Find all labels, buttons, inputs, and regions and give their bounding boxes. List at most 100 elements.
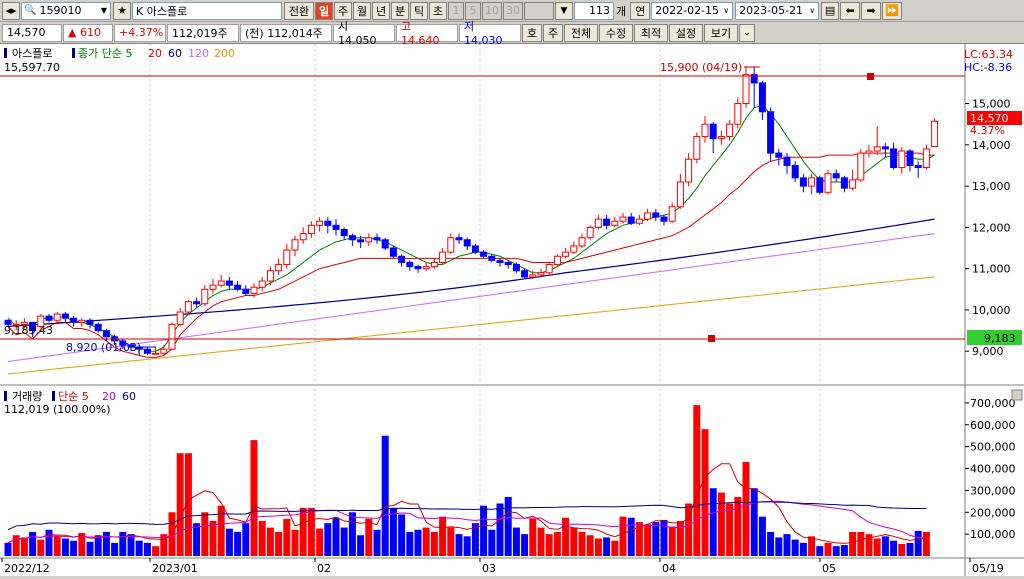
candle-body xyxy=(430,261,438,268)
candle-body xyxy=(570,245,578,253)
volume-bar xyxy=(767,531,775,556)
volume-bar xyxy=(808,536,816,556)
code-type-button[interactable]: ◂▸ xyxy=(2,1,20,20)
volume-legend: 거래량 단순 5 20 60 112,019 (100.00%) xyxy=(4,390,136,416)
interval-10-button[interactable]: 10 xyxy=(482,1,502,20)
date-tick-label: 04 xyxy=(662,562,676,575)
volume-bar xyxy=(176,453,184,556)
top-left-value: 15,597.70 xyxy=(4,61,60,74)
arrow-right-icon[interactable]: ➡ xyxy=(861,1,882,20)
candle-body xyxy=(808,177,816,187)
interval-5-button[interactable]: 5 xyxy=(465,1,481,20)
count-field[interactable]: 113 xyxy=(574,1,614,20)
candle-body xyxy=(94,323,102,332)
candle-body xyxy=(488,255,496,261)
volume-bar xyxy=(365,518,373,556)
legend-vol-ma60: 60 xyxy=(122,390,136,403)
volume-bar xyxy=(160,534,168,556)
candle-body xyxy=(176,311,184,325)
candle-body xyxy=(283,249,291,266)
volume-bar xyxy=(201,512,209,556)
candle-body xyxy=(45,315,53,321)
volume-moving-averages xyxy=(7,463,927,544)
high-price: 고 14,640 xyxy=(396,20,458,47)
interval-30-button[interactable]: 30 xyxy=(503,1,523,20)
favorite-star-button[interactable]: ★ xyxy=(113,1,131,20)
candle-body xyxy=(660,216,668,222)
candle-body xyxy=(480,251,488,257)
candle-body xyxy=(201,288,209,305)
volume-bar xyxy=(430,531,438,556)
expand-icon[interactable]: ⌄ xyxy=(739,23,755,42)
legend-ma120: 120 xyxy=(188,47,209,60)
date-tick-label: 2023/01 xyxy=(152,562,198,575)
convert-button[interactable]: 전환 xyxy=(284,1,314,20)
view-all-button[interactable]: 전체 xyxy=(564,23,598,42)
chart-area[interactable]: 15,000 14,000 13,000 12,000 11,000 10,000 9,00… xyxy=(0,44,1024,576)
volume-bar xyxy=(324,523,332,556)
legend-title: 아스플로 xyxy=(12,47,52,60)
candle-body xyxy=(340,228,348,237)
volume-tick-label: 100,000 xyxy=(970,528,1016,541)
price-tick-label: 14,000 xyxy=(972,139,1011,152)
interval-1-button[interactable]: 1 xyxy=(448,1,464,20)
open-price: 시 14,050 xyxy=(333,20,395,47)
view-button[interactable]: 보기 xyxy=(704,23,738,42)
settings-button[interactable]: 설정 xyxy=(669,23,703,42)
period-tab-week[interactable]: 주 xyxy=(334,1,352,20)
candle-body xyxy=(102,330,110,338)
ma60-line xyxy=(7,218,935,328)
volume-bar xyxy=(258,521,266,556)
order-book-button[interactable]: 호 xyxy=(522,23,542,42)
candle-body xyxy=(906,150,914,166)
chevron-down-icon[interactable]: ∨ xyxy=(809,6,816,15)
volume-bar xyxy=(750,488,758,556)
interval-custom-field[interactable] xyxy=(524,1,554,20)
count-down-arrow-icon[interactable]: ▼ xyxy=(555,1,573,20)
volume-bar xyxy=(512,527,520,556)
volume-bar xyxy=(275,531,283,556)
volume-bar xyxy=(635,522,643,556)
optimize-button[interactable]: 최적 xyxy=(634,23,668,42)
volume-bar xyxy=(61,538,69,556)
candle-body xyxy=(12,323,20,326)
period-tab-minute[interactable]: 분 xyxy=(391,1,409,20)
date-from-field[interactable]: 2022-02-15 ∨ xyxy=(651,1,734,20)
stock-code-field[interactable]: 🔍 159010 ▼ xyxy=(21,1,111,20)
volume-bar xyxy=(78,533,86,556)
ma20-line xyxy=(7,152,935,358)
period-tab-month[interactable]: 월 xyxy=(353,1,371,20)
volume-bar xyxy=(389,507,397,556)
period-tab-tick[interactable]: 틱 xyxy=(410,1,428,20)
dropdown-arrow-icon[interactable]: ▼ xyxy=(100,6,107,15)
date-to-field[interactable]: 2023-05-21 ∨ xyxy=(735,1,820,20)
quote-bar: 14,570 ▲ 610 +4.37% 112,019주 (전) 112,014… xyxy=(0,20,1024,47)
price-tick-label: 9,000 xyxy=(972,345,1004,358)
candle-body xyxy=(668,206,676,222)
save-icon[interactable]: ▤ xyxy=(821,1,840,20)
candle-body xyxy=(439,251,447,263)
volume-bar xyxy=(545,534,553,556)
max-level-marker[interactable] xyxy=(867,73,874,80)
candle-body xyxy=(496,259,504,263)
search-icon: 🔍 xyxy=(24,5,37,16)
mode-button[interactable]: 연 xyxy=(630,1,651,20)
chevron-down-icon[interactable]: ∨ xyxy=(723,6,730,15)
candle-body xyxy=(86,319,94,325)
price-panel[interactable] xyxy=(0,44,965,384)
candle-body xyxy=(553,255,561,266)
price-volume-chart[interactable]: 15,000 14,000 13,000 12,000 11,000 10,000 9,00… xyxy=(0,44,1024,576)
legend-marker xyxy=(52,391,55,401)
volume-bar xyxy=(209,521,217,556)
arrow-left-icon[interactable]: ⬅ xyxy=(840,1,861,20)
volume-panel-menu-icon[interactable] xyxy=(1011,389,1023,401)
min-level-marker[interactable] xyxy=(708,335,715,342)
period-tab-second[interactable]: 초 xyxy=(429,1,447,20)
candle-body xyxy=(332,224,340,230)
volume-bar xyxy=(783,534,791,556)
adjust-button[interactable]: 수정 xyxy=(599,23,633,42)
order-button[interactable]: 주 xyxy=(543,23,563,42)
fast-forward-icon[interactable]: ⏩ xyxy=(882,1,903,20)
period-tab-day[interactable]: 일 xyxy=(315,1,333,20)
period-tab-year[interactable]: 년 xyxy=(372,1,390,20)
